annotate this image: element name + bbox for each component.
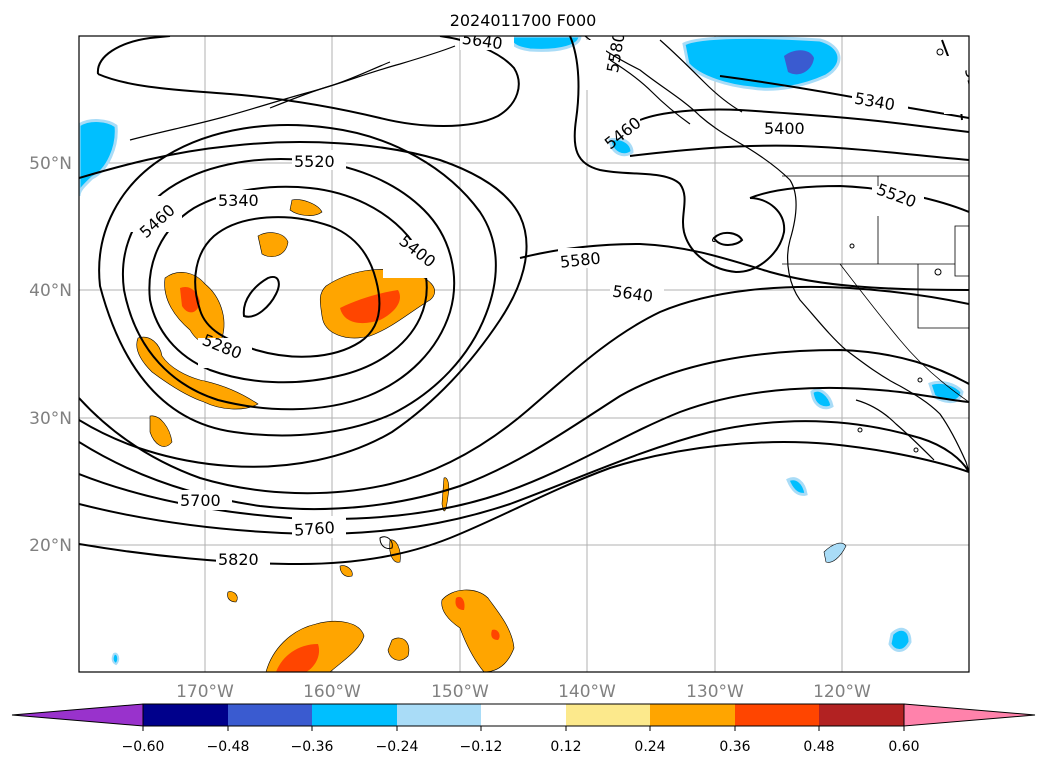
longitude-labels: 170°W 160°W 150°W 140°W 130°W 120°W xyxy=(176,682,871,702)
lat-label: 50°N xyxy=(29,154,72,174)
colorbar-extend-low xyxy=(11,703,144,727)
graticule xyxy=(79,36,969,672)
latitude-labels: 50°N 40°N 30°N 20°N xyxy=(29,154,72,556)
colorbar-bin xyxy=(312,704,397,726)
colorbar-bin xyxy=(650,704,735,726)
lon-label: 150°W xyxy=(431,682,489,702)
colorbar-tick-label: −0.48 xyxy=(207,739,250,755)
colorbar: −0.60 −0.48 −0.36 −0.24 −0.12 0.12 0.24 … xyxy=(11,703,1036,755)
contour-label: 5820 xyxy=(218,550,259,569)
lat-label: 40°N xyxy=(29,281,72,301)
colorbar-tick-label: 0.12 xyxy=(550,739,581,755)
lon-label: 170°W xyxy=(176,682,234,702)
colorbar-tick-label: −0.36 xyxy=(291,739,334,755)
colorbar-bin xyxy=(397,704,481,726)
contour-label: 5400 xyxy=(764,119,805,138)
contour-label: 5520 xyxy=(294,152,335,171)
colorbar-frame xyxy=(142,703,905,727)
contour-label: 5700 xyxy=(180,491,221,510)
colorbar-extend-high xyxy=(903,703,1036,727)
lon-label: 160°W xyxy=(303,682,361,702)
map-title: 2024011700 F000 xyxy=(450,11,597,30)
colorbar-tick-label: 0.60 xyxy=(888,739,919,755)
lon-label: 140°W xyxy=(558,682,616,702)
positive-anomaly-shading xyxy=(136,199,515,672)
contour-label: 5580 xyxy=(559,249,601,272)
colorbar-tick-label: −0.12 xyxy=(460,739,503,755)
contour-label-layer: 5640 5580 5460 5520 5340 5400 5280 5460 … xyxy=(130,29,969,570)
colorbar-bin xyxy=(566,704,650,726)
contour-label: 5760 xyxy=(293,518,335,540)
lon-label: 120°W xyxy=(813,682,871,702)
contour-label: 5340 xyxy=(218,191,259,210)
map-frame xyxy=(78,35,970,673)
colorbar-bin xyxy=(228,704,312,726)
height-contours xyxy=(79,36,969,566)
colorbar-tick-label: −0.24 xyxy=(376,739,419,755)
contour-label: 5640 xyxy=(461,29,504,53)
colorbar-tick-label: −0.60 xyxy=(122,739,165,755)
colorbar-tick-label: 0.24 xyxy=(634,739,665,755)
colorbar-bin xyxy=(481,704,566,726)
colorbar-tick-label: 0.48 xyxy=(803,739,834,755)
colorbar-bin xyxy=(143,704,228,726)
lat-label: 30°N xyxy=(29,409,72,429)
colorbar-tick-label: 0.36 xyxy=(719,739,750,755)
lon-label: 130°W xyxy=(686,682,744,702)
colorbar-bin xyxy=(819,704,904,726)
colorbar-bin xyxy=(735,704,819,726)
lat-label: 20°N xyxy=(29,536,72,556)
